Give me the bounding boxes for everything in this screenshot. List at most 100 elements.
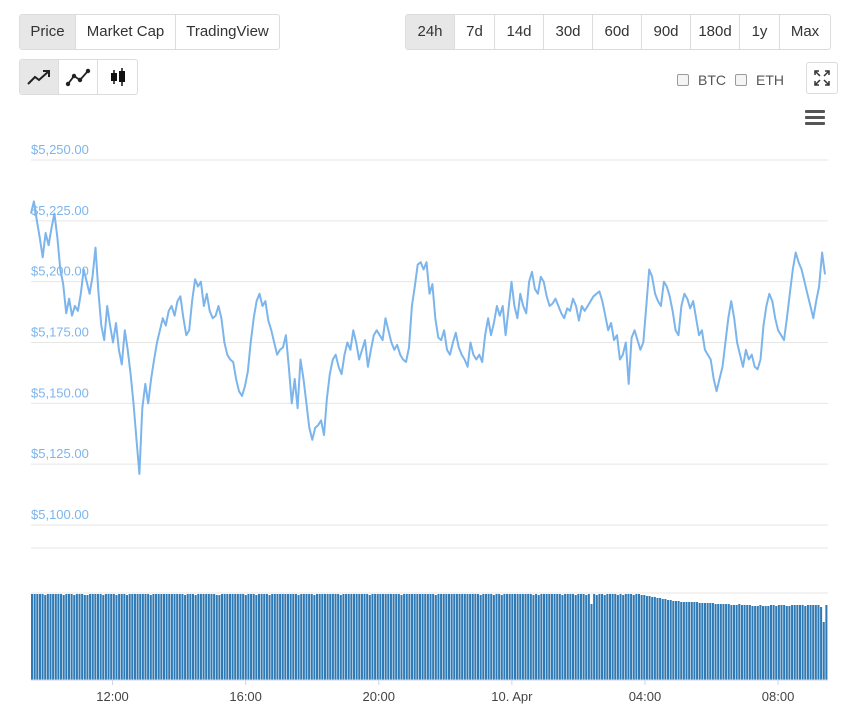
volume-bar (374, 594, 377, 680)
volume-bar (60, 594, 63, 680)
volume-bar (674, 601, 677, 680)
volume-bar (598, 594, 601, 680)
volume-bar (184, 595, 187, 680)
chart-menu-button[interactable] (803, 107, 827, 127)
compare-eth[interactable]: ETH (735, 72, 784, 88)
volume-bar (189, 594, 192, 680)
volume-bar (738, 604, 741, 680)
volume-bar (186, 594, 189, 680)
volume-bar (566, 594, 569, 680)
volume-bar (587, 594, 590, 680)
volume-bar (33, 594, 36, 680)
line-chart-button[interactable] (20, 60, 59, 94)
volume-bar (762, 606, 765, 680)
volume-bar (508, 594, 511, 680)
chart-type-buttons (19, 59, 138, 95)
volume-bar (453, 594, 456, 680)
volume-bar (273, 594, 276, 680)
volume-bar (128, 594, 131, 680)
volume-bar (730, 605, 733, 680)
volume-bar (149, 595, 152, 680)
volume-bar (347, 594, 350, 680)
volume-bar (289, 594, 292, 680)
volume-bar (160, 594, 163, 680)
volume-bar (400, 595, 403, 680)
volume-bar (342, 594, 345, 680)
range-14d[interactable]: 14d (495, 15, 544, 49)
volume-bar (432, 594, 435, 680)
volume-bar (698, 603, 701, 680)
candlestick-chart-button[interactable] (98, 60, 137, 94)
volume-bar (503, 594, 506, 680)
tab-market-cap[interactable]: Market Cap (76, 15, 176, 49)
volume-bar (725, 604, 728, 680)
volume-bar (112, 594, 115, 680)
range-90d[interactable]: 90d (642, 15, 691, 49)
volume-bar (780, 605, 783, 680)
range-60d[interactable]: 60d (593, 15, 642, 49)
volume-bar (271, 594, 274, 680)
volume-bar (181, 594, 184, 680)
volume-bar (110, 594, 113, 680)
volume-bar (382, 594, 385, 680)
volume-bar (492, 595, 495, 680)
line-markers-chart-icon (65, 68, 91, 87)
range-24h[interactable]: 24h (406, 15, 455, 49)
tab-tradingview[interactable]: TradingView (186, 23, 269, 40)
btc-checkbox[interactable] (677, 74, 689, 86)
volume-bar (358, 594, 361, 680)
volume-bar (513, 594, 516, 680)
volume-bar (487, 594, 490, 680)
volume-bar (236, 594, 239, 680)
range-30d[interactable]: 30d (544, 15, 593, 49)
volume-bar (170, 594, 173, 680)
volume-bar (556, 594, 559, 680)
volume-bar (814, 605, 817, 680)
range-7d[interactable]: 7d (455, 15, 495, 49)
volume-bar (619, 594, 622, 680)
volume-bar (65, 594, 68, 680)
expand-button[interactable] (806, 62, 838, 94)
volume-bar (521, 594, 524, 680)
volume-bar (83, 595, 86, 680)
volume-bar (500, 595, 503, 680)
volume-bar (392, 594, 395, 680)
volume-bar (635, 594, 638, 680)
volume-bar (252, 594, 255, 680)
range-180d[interactable]: 180d (691, 15, 740, 49)
eth-checkbox[interactable] (735, 74, 747, 86)
range-1y[interactable]: 1y (740, 15, 780, 49)
volume-bar (360, 594, 363, 680)
tab-price[interactable]: Price (20, 15, 76, 49)
volume-bar (791, 605, 794, 680)
volume-bar (379, 594, 382, 680)
volume-bar (474, 594, 477, 680)
compare-btc[interactable]: BTC (677, 72, 726, 88)
volume-bar (516, 594, 519, 680)
volume-bar (284, 594, 287, 680)
volume-bar (622, 595, 625, 680)
volume-bar (115, 595, 118, 680)
volume-bar (418, 594, 421, 680)
line-markers-chart-button[interactable] (59, 60, 98, 94)
volume-bar (226, 594, 229, 680)
volume-bar (144, 594, 147, 680)
volume-bar (669, 600, 672, 680)
volume-bar (532, 595, 535, 680)
volume-bar (672, 601, 675, 680)
eth-label: ETH (756, 72, 784, 88)
range-max[interactable]: Max (790, 23, 820, 40)
grid-lines (31, 159, 828, 594)
volume-bar (366, 594, 369, 680)
volume-bar (75, 594, 78, 680)
volume-bar (659, 598, 662, 680)
volume-bar (511, 594, 514, 680)
volume-bar (218, 595, 221, 680)
volume-bar (102, 595, 105, 680)
volume-bar (165, 594, 168, 680)
volume-bar (434, 595, 437, 680)
volume-bar (772, 605, 775, 680)
volume-bar (44, 595, 47, 680)
volume-bar (640, 595, 643, 680)
